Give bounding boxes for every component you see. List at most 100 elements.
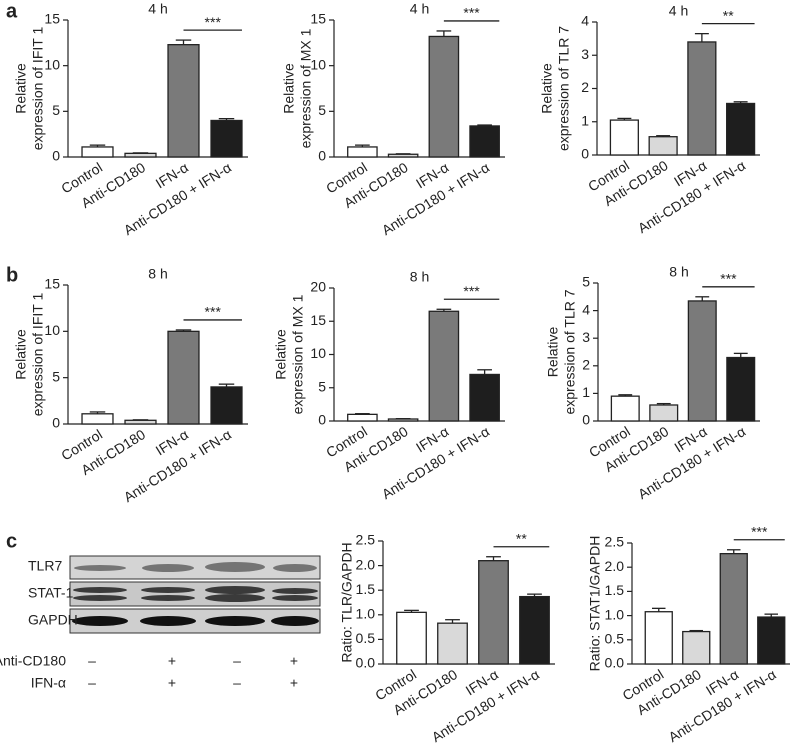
condition-mark: + — [290, 653, 298, 669]
y-tick-label: 10 — [310, 56, 326, 72]
bar — [210, 119, 243, 158]
bar — [644, 611, 673, 665]
bar — [719, 552, 748, 665]
blot-strip — [69, 555, 321, 580]
blot-row-label: GAPDH — [28, 612, 78, 628]
bar — [124, 152, 157, 158]
y-tick-label: 3 — [581, 46, 589, 62]
bar — [726, 356, 756, 422]
y-axis-label: Ratio: TLR/GAPDH — [339, 542, 355, 662]
bar — [387, 153, 419, 158]
bar — [387, 418, 419, 422]
chart-title: 8 h — [410, 269, 429, 285]
y-axis-label: expression of TLR 7 — [556, 26, 572, 151]
bar — [396, 611, 427, 665]
bar — [610, 395, 640, 422]
y-axis-label: expression of TLR 7 — [562, 289, 578, 414]
condition-mark: + — [168, 653, 176, 669]
y-axis-label: Relative — [13, 63, 29, 114]
bar — [757, 616, 786, 665]
y-tick-label: 4 — [581, 13, 589, 29]
bar — [347, 146, 378, 158]
y-tick-label: 15 — [310, 11, 326, 27]
bar — [167, 44, 200, 158]
bar — [519, 595, 550, 665]
bar — [687, 300, 717, 422]
y-axis-label: Relative — [539, 63, 555, 114]
y-tick-label: 5 — [582, 274, 590, 290]
y-tick-label: 1 — [581, 112, 589, 128]
y-tick-label: 2 — [582, 357, 590, 373]
y-tick-label: 1 — [582, 384, 590, 400]
bar — [469, 125, 500, 158]
y-axis-label: Relative — [545, 327, 561, 378]
bar — [428, 310, 460, 422]
y-tick-label: 5 — [52, 102, 60, 118]
blot-bands — [73, 586, 318, 602]
y-tick-label: 10 — [44, 322, 60, 338]
y-tick-label: 20 — [310, 279, 326, 295]
chart-title: 4 h — [669, 3, 688, 19]
bar — [726, 102, 756, 156]
panel-label: a — [6, 0, 18, 22]
y-tick-label: 1.0 — [356, 606, 376, 622]
y-tick-label: 0.0 — [356, 655, 376, 671]
y-axis-label: Relative — [273, 329, 289, 380]
chart-title: 4 h — [410, 1, 429, 17]
chart-title: 8 h — [148, 266, 167, 282]
significance-label: *** — [720, 271, 737, 287]
y-tick-label: 2.5 — [605, 534, 625, 550]
bar — [347, 413, 378, 422]
y-axis-label: Relative — [13, 329, 29, 380]
y-tick-label: 0 — [52, 148, 60, 164]
bar — [648, 136, 678, 156]
y-tick-label: 0 — [318, 148, 326, 164]
y-tick-label: 5 — [318, 102, 326, 118]
y-axis-label: expression of IFIT 1 — [30, 293, 46, 417]
significance-label: *** — [463, 5, 480, 21]
y-tick-label: 0.0 — [605, 655, 625, 671]
y-axis-label: expression of MX 1 — [298, 28, 314, 148]
y-tick-label: 10 — [310, 345, 326, 361]
y-tick-label: 1.5 — [356, 581, 376, 597]
y-tick-label: 0.5 — [356, 630, 376, 646]
chart-title: 4 h — [148, 1, 167, 17]
significance-label: *** — [205, 304, 222, 320]
y-tick-label: 15 — [44, 276, 60, 292]
y-tick-label: 15 — [310, 312, 326, 328]
chart-title: 8 h — [669, 264, 688, 280]
significance-label: ** — [723, 7, 734, 23]
bar — [649, 404, 679, 422]
y-tick-label: 0 — [318, 412, 326, 428]
blot-bands — [74, 562, 317, 572]
blot-strip — [69, 581, 321, 607]
bar — [469, 373, 500, 422]
y-tick-label: 4 — [582, 301, 590, 317]
y-axis-label: Ratio: STAT1/GAPDH — [587, 536, 603, 672]
y-axis-label: expression of MX 1 — [290, 294, 306, 414]
y-tick-label: 2.0 — [356, 556, 376, 572]
y-axis-label: Relative — [281, 63, 297, 114]
blot-bands — [72, 616, 319, 626]
condition-mark: – — [88, 653, 96, 669]
significance-label: *** — [751, 523, 768, 539]
bar — [609, 119, 639, 156]
bar — [437, 622, 468, 665]
condition-mark: + — [290, 675, 298, 691]
panel-label: c — [6, 530, 17, 552]
condition-mark: + — [168, 675, 176, 691]
y-tick-label: 1.5 — [605, 582, 625, 598]
condition-mark: – — [233, 653, 241, 669]
bar — [81, 146, 114, 158]
y-tick-label: 1.0 — [605, 606, 625, 622]
condition-mark: – — [233, 675, 241, 691]
condition-label: IFN-α — [31, 675, 66, 691]
bar — [682, 630, 711, 665]
significance-label: ** — [516, 530, 527, 546]
y-tick-label: 10 — [44, 56, 60, 72]
western-blot — [69, 555, 321, 634]
y-tick-label: 0.5 — [605, 631, 625, 647]
blot-row-label: STAT-1 — [28, 585, 74, 601]
y-tick-label: 0 — [582, 412, 590, 428]
